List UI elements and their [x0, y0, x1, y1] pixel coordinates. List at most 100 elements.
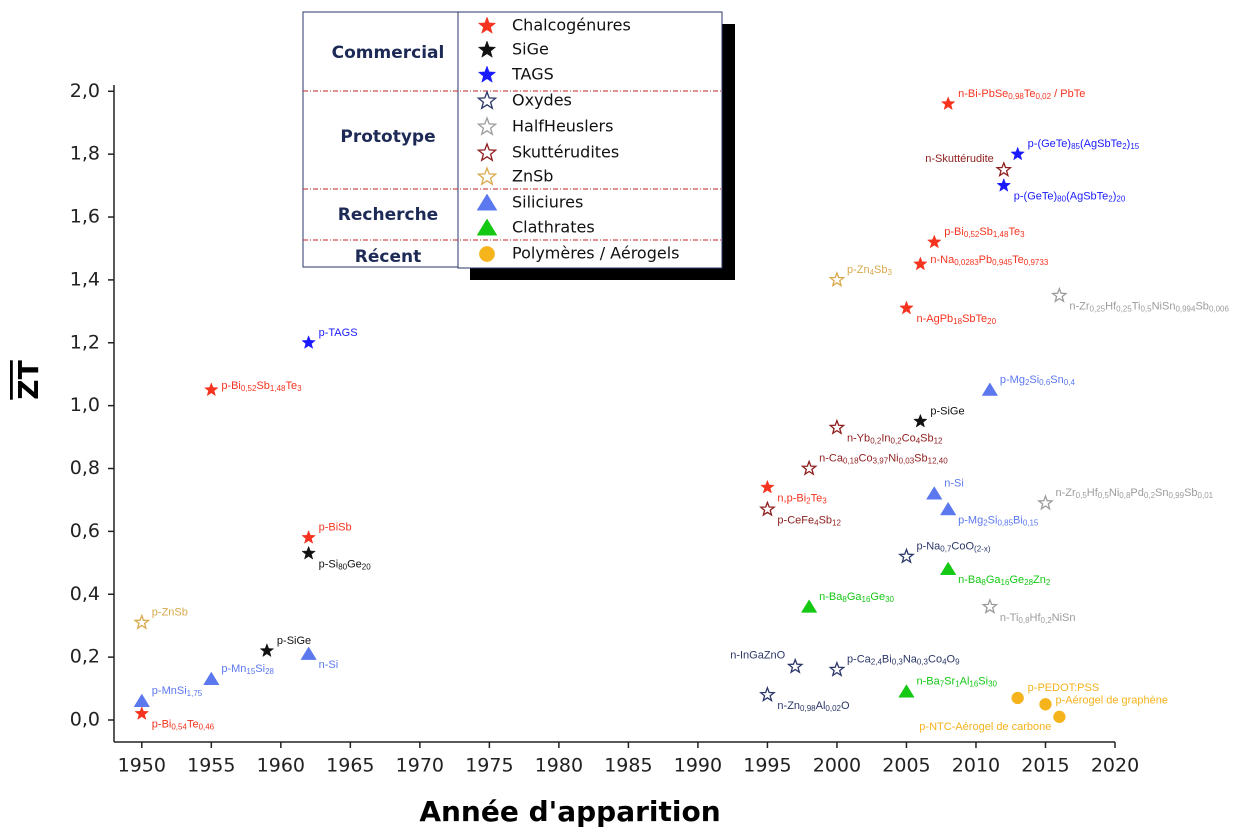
label-text: n-Skuttérudite	[925, 153, 993, 165]
triangle-marker	[476, 218, 498, 236]
point-label: n-Yb0,2In0,2Co4Sb12	[847, 433, 943, 446]
label-text: )	[1127, 138, 1131, 150]
label-text: Bi	[1013, 514, 1023, 526]
x-tick-label: 2005	[882, 755, 930, 777]
star-marker	[995, 161, 1013, 177]
label-text: p-MnSi	[152, 685, 187, 697]
label-text: Ni	[1109, 487, 1119, 499]
y-tick-label: 1,0	[70, 394, 100, 416]
label-text: Sr	[944, 676, 955, 688]
label-text: Na	[903, 654, 918, 666]
label-text: Sn	[1155, 487, 1168, 499]
x-tick-label: 1965	[326, 755, 374, 777]
label-subscript: 0,98	[1008, 92, 1024, 101]
y-tick-label: 1,2	[70, 331, 100, 353]
y-tick-label: 0,2	[70, 646, 100, 668]
label-subscript: 30	[988, 680, 997, 689]
label-text: Zn	[1033, 574, 1046, 586]
label-subscript: 0,7	[940, 545, 952, 554]
point-label: n-Zr0,25Hf0,25Ti0,5NiSn0,994Sb0,006	[1069, 301, 1229, 314]
triangle-marker	[926, 486, 943, 500]
label-subscript: 20	[987, 317, 996, 326]
star-marker	[133, 613, 151, 630]
label-subscript: 15	[246, 667, 255, 676]
label-subscript: 0,2	[1144, 491, 1156, 500]
label-text: Co	[928, 654, 942, 666]
star-marker	[477, 65, 497, 83]
label-text: Si	[988, 514, 998, 526]
x-tick-label: 1985	[604, 755, 652, 777]
star-marker	[828, 271, 846, 288]
legend-group-box	[302, 11, 460, 268]
label-text: p-SiGe	[930, 405, 964, 417]
x-tick-label: 2010	[952, 755, 1000, 777]
point-label: n-Si	[944, 478, 964, 490]
label-subscript: 12	[832, 518, 841, 527]
point-label: n-AgPb18SbTe20	[916, 313, 996, 326]
label-subscript: (2-x)	[974, 545, 991, 554]
label-text: NiSn	[1052, 612, 1076, 624]
star-marker	[1050, 286, 1068, 303]
star-marker	[476, 90, 498, 110]
point-label: p-Mg2Si0,85Bi0,15	[958, 514, 1039, 527]
star-marker	[476, 142, 498, 162]
label-subscript: 0,8	[1018, 616, 1030, 625]
label-text: Te	[187, 719, 199, 731]
label-text: p-SiGe	[277, 635, 311, 647]
label-text: n-Bi-PbSe	[958, 88, 1008, 100]
label-text: Te	[1008, 226, 1020, 238]
label-text: Si	[1029, 374, 1039, 386]
point-label: n-Na0,0283Pb0,945Te0,9733	[930, 254, 1048, 267]
label-text: )	[1113, 190, 1117, 202]
label-text: n-Ca	[819, 452, 844, 464]
star-marker	[476, 166, 498, 186]
label-text: p-Aérogel de graphène	[1055, 694, 1168, 706]
label-subscript: 0,01	[1198, 491, 1214, 500]
label-text: Sb	[1195, 301, 1208, 313]
label-subscript: 15	[1130, 142, 1139, 151]
label-subscript: 1,48	[270, 384, 286, 393]
y-tick-label: 1,8	[70, 143, 100, 165]
y-tick-label: 0,0	[70, 708, 100, 730]
label-subscript: 0,9733	[1024, 258, 1049, 267]
label-subscript: 0,03	[899, 457, 915, 466]
label-subscript: 4	[916, 437, 921, 446]
point-label: p-SiGe	[930, 405, 964, 417]
legend-label: Chalcogénures	[512, 16, 631, 35]
label-text: n-Zr	[1069, 301, 1090, 313]
legend-label: ZnSb	[512, 167, 553, 186]
x-tick-label: 1950	[118, 755, 166, 777]
point-label: n,p-Bi2Te3	[777, 492, 827, 505]
star-marker	[760, 479, 775, 494]
label-text: Pb	[979, 254, 992, 266]
label-text: n-Na	[930, 254, 955, 266]
circle-marker	[1039, 698, 1052, 711]
label-text: p-(GeTe)	[1028, 138, 1071, 150]
point-label: p-Bi0,52Sb1,48Te3	[221, 380, 302, 393]
legend-label: Skuttérudites	[512, 143, 619, 162]
label-text: Te	[1012, 254, 1024, 266]
star-marker	[828, 418, 846, 435]
label-text: Ge	[1009, 574, 1024, 586]
label-text: Sb	[256, 380, 269, 392]
point-label: p-Mg2Si0,6Sn0,4	[1000, 374, 1076, 387]
x-tick-label: 1975	[465, 755, 513, 777]
label-subscript: 0,15	[1023, 518, 1039, 527]
star-marker	[897, 547, 915, 564]
point-label: p-NTC-Aérogel de carbone	[919, 721, 1051, 733]
label-text: p-Bi	[152, 719, 172, 731]
label-subscript: 0,8	[1119, 491, 1131, 500]
point-label: n-Ba8Ga16Ge30	[819, 591, 894, 604]
point-label: n-Zn0,98Al0,02O	[777, 700, 850, 713]
triangle-marker	[476, 193, 498, 211]
star-marker	[477, 40, 497, 58]
star-marker	[476, 116, 498, 136]
label-subscript: 0,25	[1090, 305, 1106, 314]
label-subscript: 0,52	[241, 384, 257, 393]
label-text: n-Ba	[916, 676, 940, 688]
label-text: p-Na	[916, 540, 941, 552]
label-subscript: 0,2	[870, 437, 882, 446]
label-text: In	[881, 433, 890, 445]
label-text: Sb	[920, 433, 933, 445]
label-text: (AgSbTe	[1080, 138, 1122, 150]
